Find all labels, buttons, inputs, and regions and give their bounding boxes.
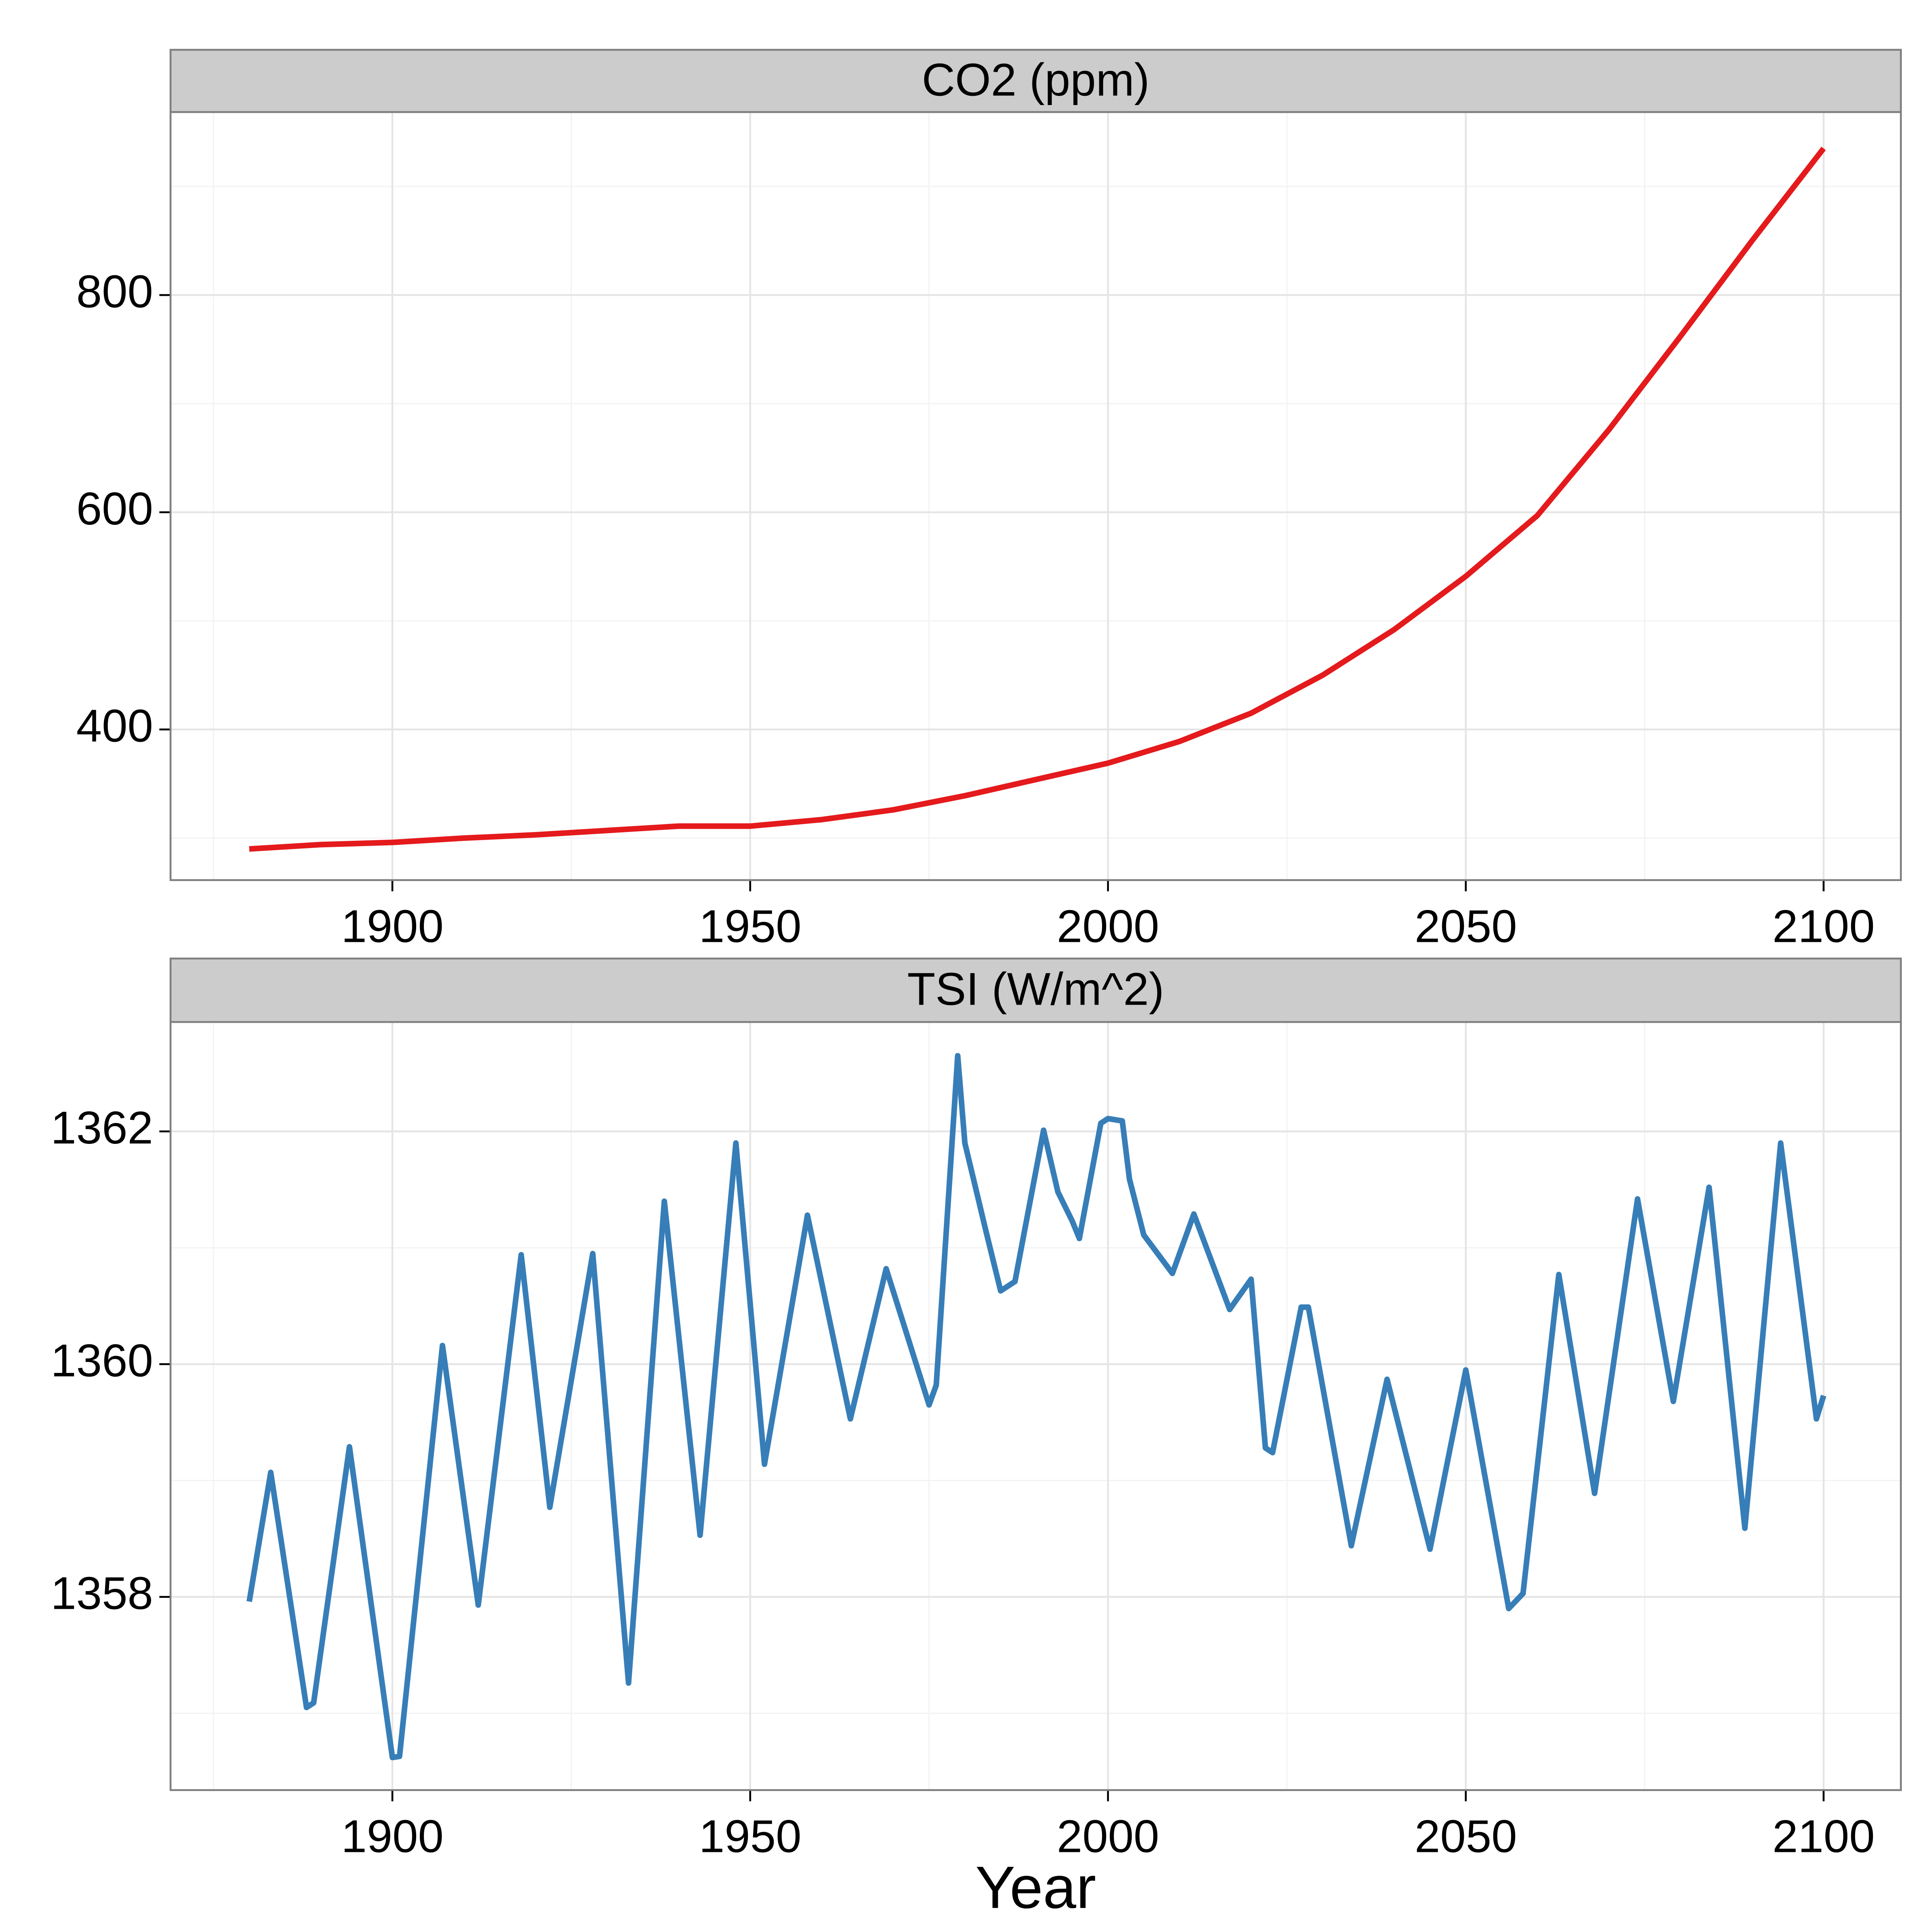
y-tick-label: 800 bbox=[76, 266, 153, 317]
data-line bbox=[246, 1053, 1827, 1761]
facet-strip bbox=[169, 49, 1902, 113]
x-tick-label: 1900 bbox=[341, 1810, 444, 1862]
x-tick-label: 1950 bbox=[699, 1810, 802, 1862]
facet-strip bbox=[169, 958, 1902, 1023]
x-tick-label: 1900 bbox=[341, 901, 444, 952]
x-tick-label: 2100 bbox=[1772, 1810, 1875, 1862]
y-tick-label: 1358 bbox=[51, 1568, 153, 1619]
x-tick-label: 2100 bbox=[1772, 901, 1875, 952]
x-tick-label: 2000 bbox=[1057, 901, 1159, 952]
x-axis-label: Year bbox=[975, 1854, 1096, 1921]
x-tick-label: 1950 bbox=[699, 901, 802, 952]
y-tick-label: 400 bbox=[76, 700, 153, 752]
y-tick-label: 600 bbox=[76, 483, 153, 535]
y-tick-label: 1360 bbox=[51, 1335, 153, 1386]
facet-title: CO2 (ppm) bbox=[922, 54, 1150, 105]
panel-background bbox=[170, 112, 1901, 880]
facet-title: TSI (W/m^2) bbox=[907, 964, 1164, 1015]
x-tick-label: 2050 bbox=[1414, 1810, 1517, 1862]
x-tick-label: 2000 bbox=[1057, 1810, 1159, 1862]
y-tick-label: 1362 bbox=[51, 1102, 153, 1154]
data-line bbox=[249, 147, 1826, 852]
panel-background bbox=[170, 1022, 1901, 1790]
x-tick-label: 2050 bbox=[1414, 901, 1517, 952]
